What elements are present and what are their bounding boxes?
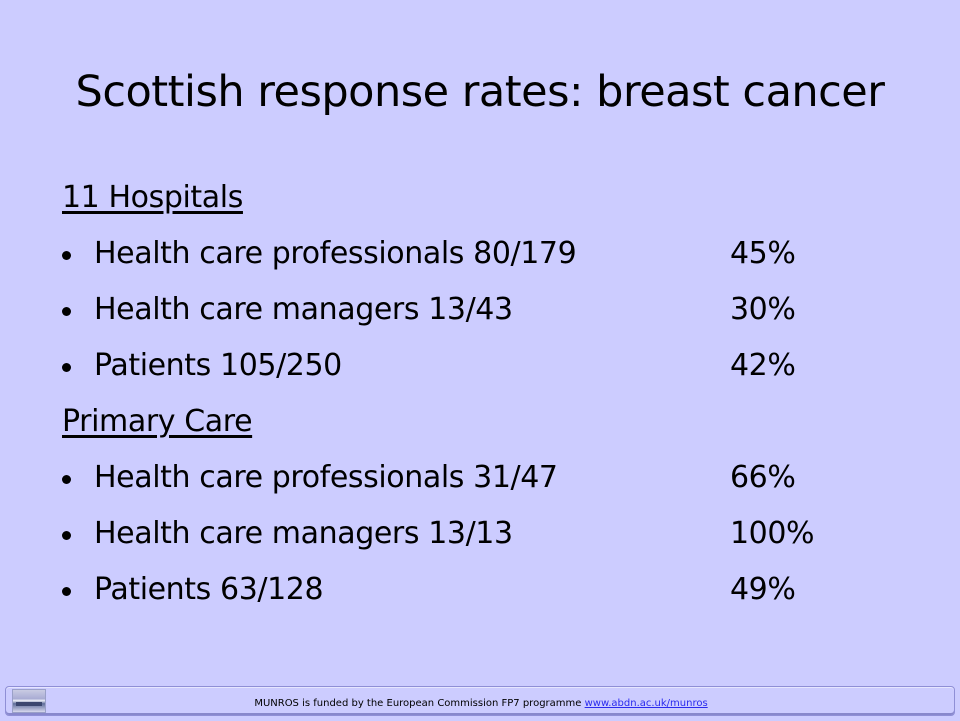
footer-text: MUNROS is funded by the European Commiss… [6,687,956,715]
section-heading-primary-care: Primary Care [62,404,253,439]
item-label: Health care professionals 31/47 [94,460,558,495]
footer-bar: MUNROS is funded by the European Commiss… [5,686,955,716]
list-item: Health care professionals 31/47 66% [62,450,922,506]
list-item: Patients 63/128 49% [62,562,922,618]
item-label: Patients 105/250 [94,348,342,383]
list-item: Health care managers 13/43 30% [62,282,922,338]
item-rate: 66% [730,460,796,495]
item-rate: 49% [730,572,796,607]
item-rate: 45% [730,236,796,271]
item-rate: 42% [730,348,796,383]
item-label: Health care managers 13/13 [94,516,513,551]
slide-content: 11 Hospitals Health care professionals 8… [62,170,922,618]
list-item: Health care managers 13/13 100% [62,506,922,562]
item-rate: 100% [730,516,815,551]
list-item: Patients 105/250 42% [62,338,922,394]
item-rate: 30% [730,292,796,327]
section-heading-hospitals: 11 Hospitals [62,180,243,215]
slide-title: Scottish response rates: breast cancer [75,67,885,117]
munros-logo [12,689,46,713]
list-item: Health care professionals 80/179 45% [62,226,922,282]
item-label: Patients 63/128 [94,572,324,607]
munros-website-link[interactable]: www.abdn.ac.uk/munros [584,698,708,709]
item-label: Health care professionals 80/179 [94,236,577,271]
funding-note: MUNROS is funded by the European Commiss… [254,698,585,709]
item-label: Health care managers 13/43 [94,292,513,327]
